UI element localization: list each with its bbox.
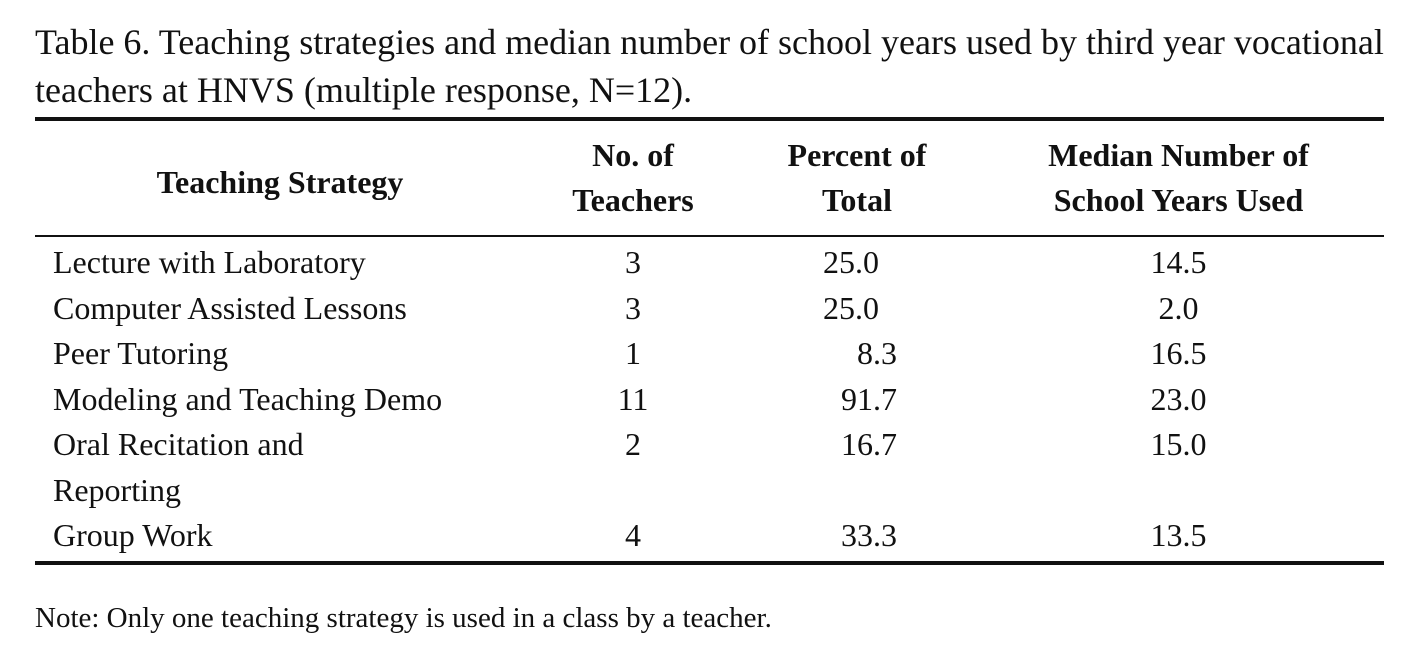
cell-strategy: Lecture with Laboratory	[53, 244, 366, 280]
header-percent-of-total-line1: Percent of	[787, 137, 927, 173]
header-teaching-strategy-label: Teaching Strategy	[156, 163, 404, 200]
cell-percent-value: 91.7	[841, 380, 897, 417]
cell-median: 2.0	[1158, 289, 1199, 326]
table-caption: Table 6. Teaching strategies and median …	[35, 22, 1384, 110]
cell-median: 13.5	[973, 513, 1384, 565]
cell-strategy-text: Modeling and Teaching Demo	[53, 380, 443, 417]
table-row: Modeling and Teaching Demo 11 91.7 23.0	[35, 377, 1384, 423]
header-median-school-years-line1: Median Number of	[1048, 137, 1309, 173]
table-row: Oral Recitation and Reporting 2 16.7 15.…	[35, 422, 1384, 513]
table-row: Computer Assisted Lessons 3 25.0 2.0	[35, 286, 1384, 332]
header-median-school-years: Median Number of School Years Used	[973, 117, 1384, 237]
cell-teachers: 11	[617, 380, 649, 417]
cell-teachers: 3	[625, 289, 641, 326]
header-row: Teaching Strategy No. of Teachers Percen…	[35, 117, 1384, 237]
table-row: Lecture with Laboratory 3 25.0 14.5	[35, 236, 1384, 286]
cell-percent: 25.0	[741, 286, 973, 332]
cell-teachers: 3	[625, 244, 641, 280]
cell-percent: 16.7	[741, 422, 973, 513]
cell-teachers: 2	[625, 426, 641, 462]
cell-percent: 33.3	[741, 513, 973, 565]
cell-strategy: Computer Assisted Lessons	[53, 289, 407, 326]
cell-median: 15.0	[1150, 426, 1207, 462]
header-no-of-teachers-line2: Teachers	[572, 182, 694, 218]
cell-percent: 8.3	[741, 331, 973, 377]
cell-percent-value: 8.3	[857, 335, 897, 371]
table-body: Lecture with Laboratory 3 25.0 14.5 Comp…	[35, 236, 1384, 565]
cell-median: 23.0	[1150, 380, 1207, 417]
table-header: Teaching Strategy No. of Teachers Percen…	[35, 117, 1384, 237]
cell-strategy: Oral Recitation and Reporting	[35, 422, 525, 513]
cell-percent: 91.7	[741, 377, 973, 423]
cell-percent: 25.0	[741, 236, 973, 286]
teaching-strategies-table: Teaching Strategy No. of Teachers Percen…	[35, 117, 1384, 565]
cell-strategy-text: Oral Recitation and Reporting	[53, 426, 304, 508]
header-median-school-years-line2: School Years Used	[1053, 182, 1304, 218]
header-no-of-teachers-line1: No. of	[592, 137, 674, 173]
cell-strategy: Modeling and Teaching Demo	[35, 377, 525, 423]
header-no-of-teachers: No. of Teachers	[525, 117, 741, 237]
cell-strategy: Peer Tutoring	[53, 335, 229, 371]
cell-percent-value: 25.0	[823, 289, 879, 326]
cell-percent-value: 25.0	[823, 244, 879, 280]
cell-percent-value: 33.3	[841, 517, 897, 553]
cell-teachers: 1	[625, 335, 641, 371]
table-row: Group Work 4 33.3 13.5	[35, 513, 1384, 565]
table-row: Peer Tutoring 1 8.3 16.5	[35, 331, 1384, 377]
cell-percent-value: 16.7	[841, 426, 897, 462]
table-note: Note: Only one teaching strategy is used…	[35, 602, 772, 634]
header-teaching-strategy: Teaching Strategy	[35, 117, 525, 237]
cell-median: 14.5	[1150, 244, 1207, 280]
cell-teachers: 4	[525, 513, 741, 565]
cell-strategy: Group Work	[35, 513, 525, 565]
cell-median: 16.5	[1150, 335, 1207, 371]
header-percent-of-total: Percent of Total	[741, 117, 973, 237]
header-percent-of-total-line2: Total	[822, 182, 892, 218]
